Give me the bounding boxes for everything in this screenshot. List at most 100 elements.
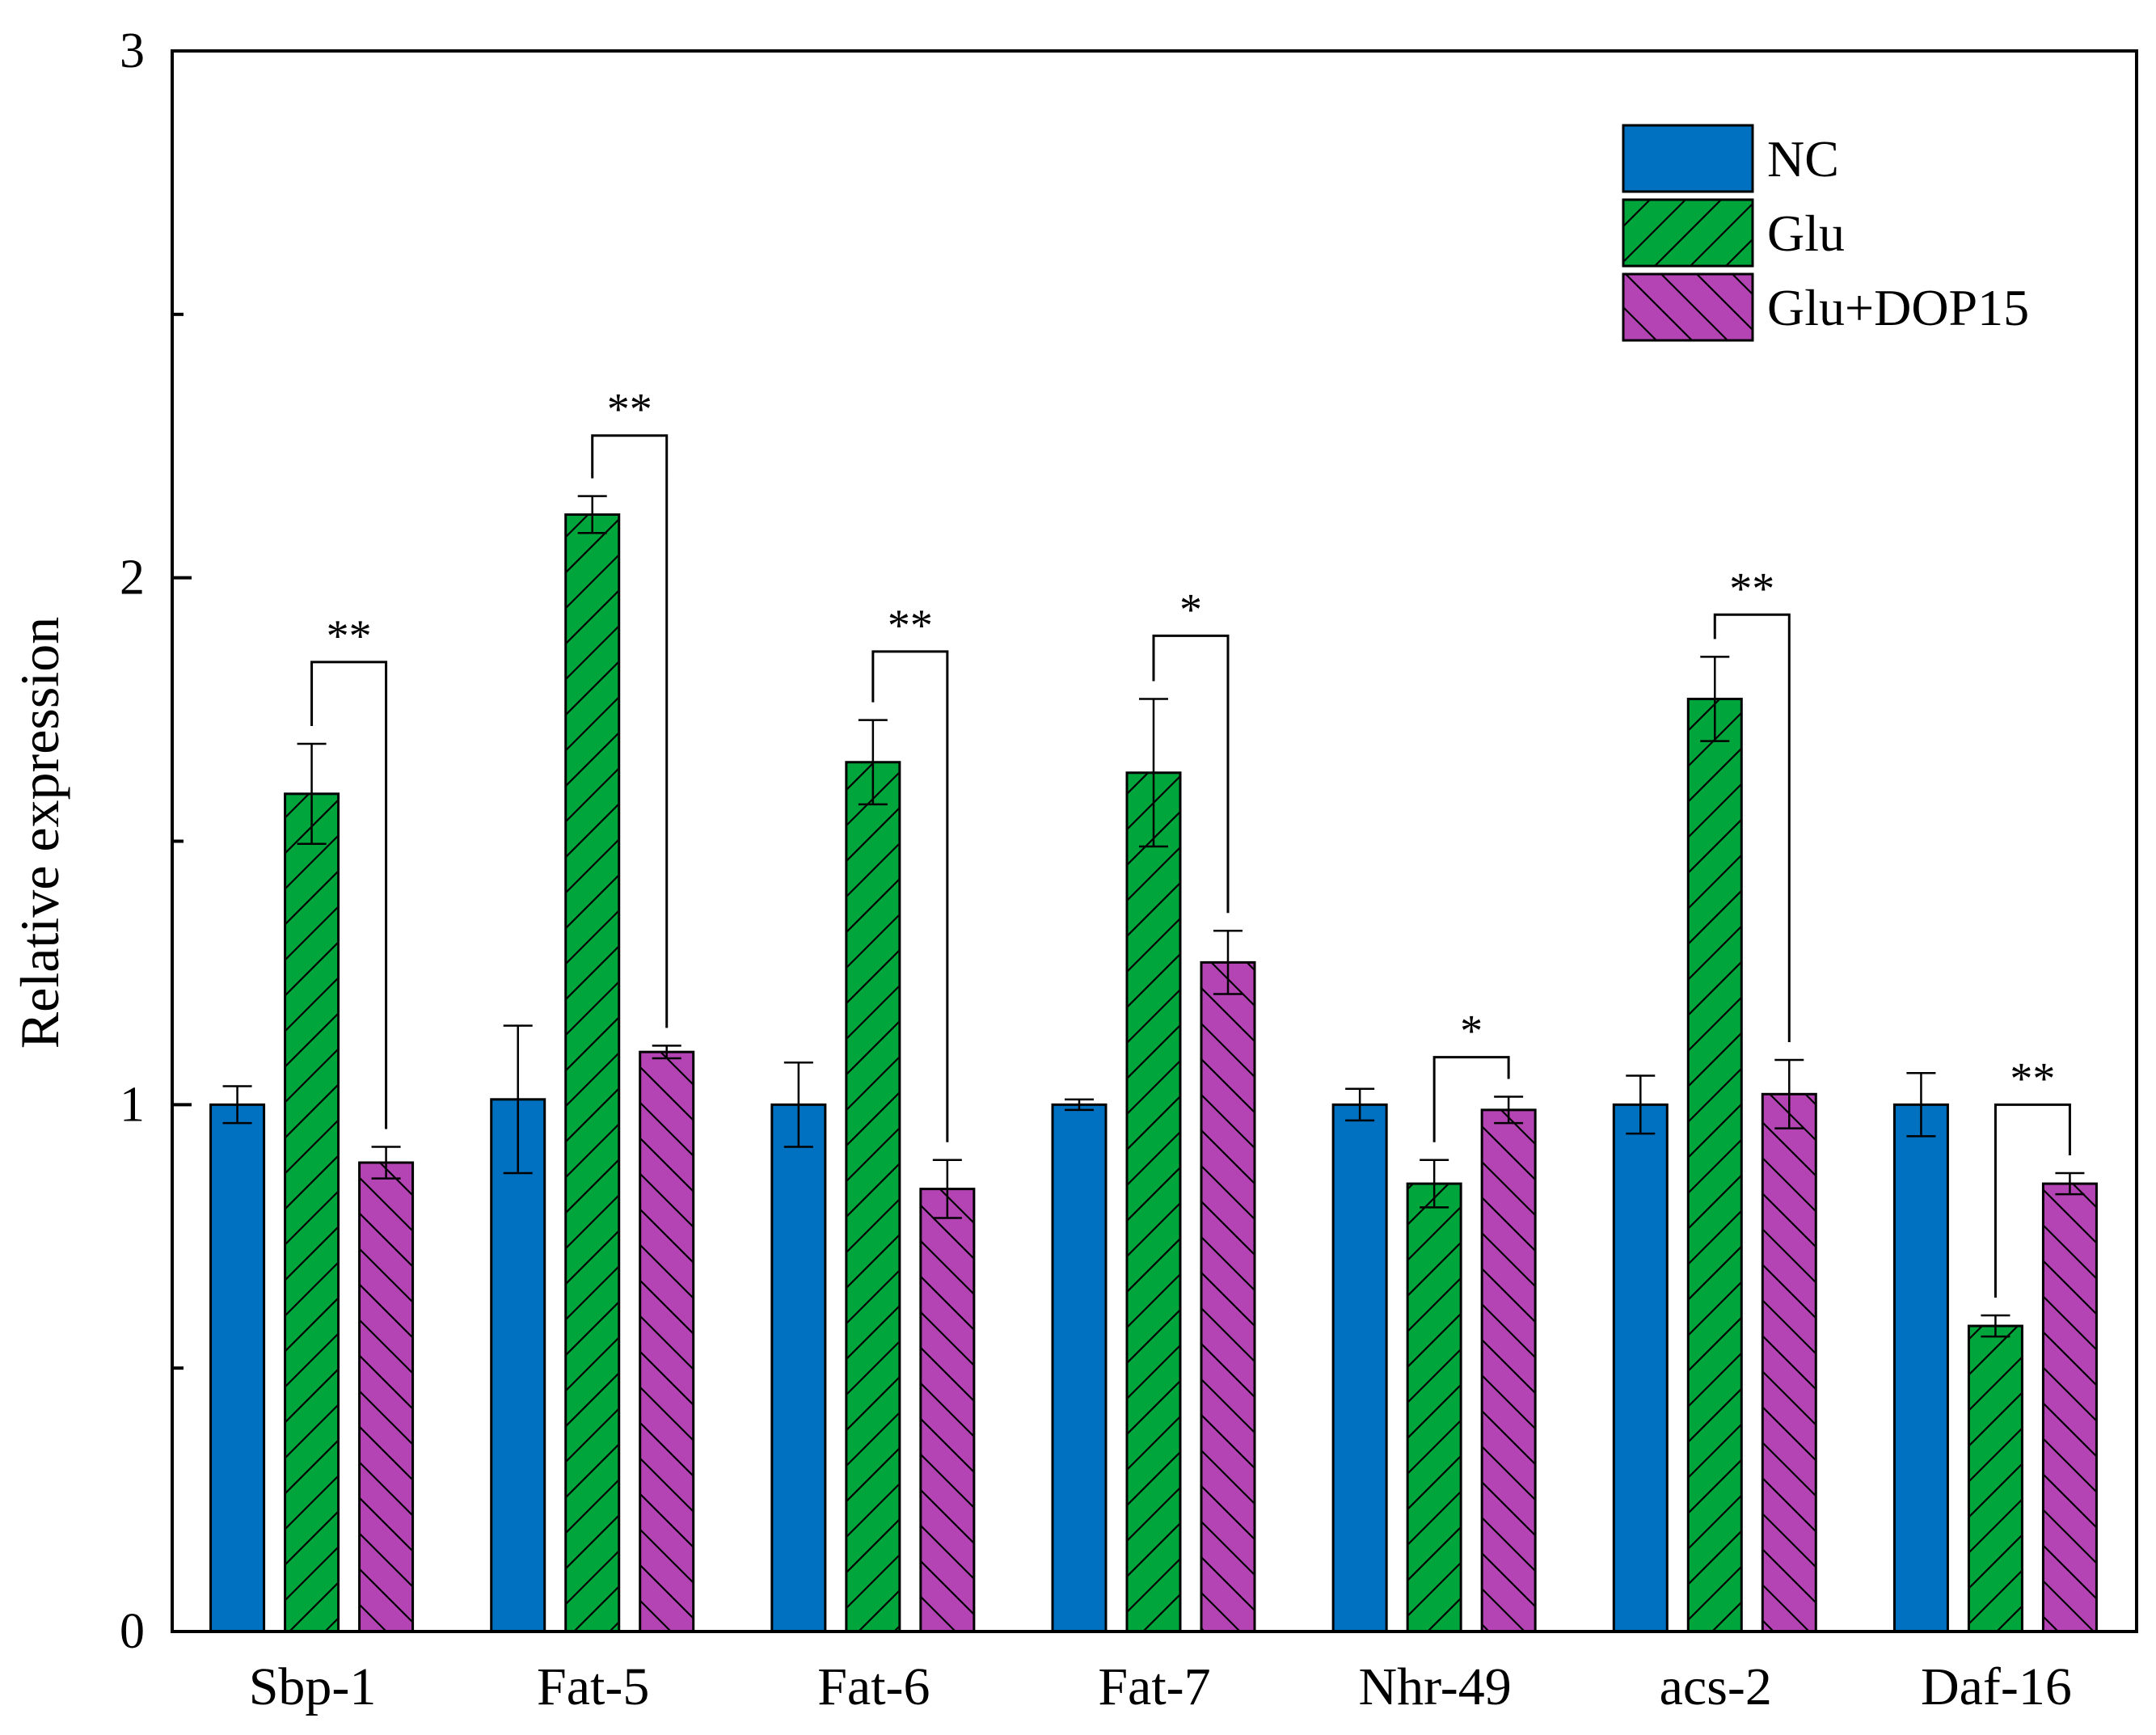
- bar-acs-2-glu-dop15-hatch: [1762, 1094, 1816, 1632]
- y-tick-label-0: 0: [120, 1604, 145, 1659]
- bar-sbp-1-nc-fill: [210, 1104, 264, 1632]
- significance-label: **: [2010, 1053, 2055, 1104]
- significance-bracket-line: [1713, 613, 1791, 1042]
- legend-label: Glu+DOP15: [1767, 279, 2029, 336]
- bar-fat-7-glu-dop15: [1200, 960, 1256, 1633]
- bar-fat-7-nc-fill: [1053, 1104, 1106, 1632]
- error-bar-nhr-49-nc: [1345, 1087, 1375, 1122]
- error-bar-nhr-49-glu-dop15: [1494, 1095, 1524, 1125]
- bar-acs-2-glu: [1686, 698, 1743, 1633]
- significance-bracket-daf-16: **: [1994, 1053, 2071, 1298]
- significance-label: **: [1729, 564, 1774, 614]
- legend-label: NC: [1767, 130, 1839, 188]
- bar-fat-6-nc: [770, 1103, 827, 1633]
- error-bar-acs-2-nc: [1626, 1074, 1656, 1135]
- legend-item-glu: Glu: [1622, 198, 1845, 268]
- bar-fat-7-glu-dop15-hatch: [1201, 962, 1255, 1632]
- error-bar-fat-5-glu: [577, 495, 607, 534]
- bar-fat-6-glu-hatch: [846, 762, 900, 1632]
- error-bar-daf-16-glu: [1981, 1314, 2010, 1338]
- significance-bracket-fat-6: **: [871, 601, 949, 1142]
- bar-fat-5-glu-hatch: [565, 514, 619, 1632]
- error-bar-sbp-1-nc: [222, 1085, 252, 1125]
- error-bar-daf-16-glu-dop15: [2055, 1171, 2085, 1196]
- bar-daf-16-glu-dop15-hatch: [2043, 1184, 2097, 1632]
- bar-fat-6-glu: [845, 761, 901, 1633]
- x-tick-label-acs-2: acs-2: [1660, 1657, 1772, 1716]
- bars-layer: [209, 513, 2098, 1633]
- bar-daf-16-glu-hatch: [1968, 1326, 2023, 1632]
- significance-bracket-line: [1994, 1103, 2071, 1298]
- error-bar-acs-2-glu-dop15: [1774, 1058, 1804, 1129]
- significance-label: **: [327, 611, 372, 661]
- significance-bracket-line: [1152, 634, 1230, 914]
- bar-fat-7-glu-hatch: [1127, 772, 1180, 1632]
- significance-label: **: [607, 385, 652, 435]
- legend: NC Glu Glu+DOP15: [1622, 124, 2029, 342]
- significance-bracket-line: [871, 650, 949, 1142]
- bar-fat-7-glu: [1125, 771, 1182, 1633]
- significance-bracket-fat-7: *: [1152, 585, 1230, 914]
- bar-fat-5-nc-fill: [491, 1099, 545, 1632]
- significance-bracket-line: [591, 434, 669, 1028]
- bar-daf-16-glu-dop15: [2041, 1182, 2098, 1633]
- error-bar-fat-6-nc: [783, 1061, 813, 1148]
- bar-fat-5-glu-dop15: [639, 1050, 695, 1633]
- y-axis-title: Relative expression: [9, 617, 70, 1049]
- bar-sbp-1-glu-hatch: [285, 793, 339, 1632]
- axes-layer: Sbp-1 Fat-5 Fat-6 Fat-7 Nhr-49 acs-2 Daf-16 0 1 2…: [120, 23, 2138, 1716]
- bar-fat-6-glu-dop15-hatch: [920, 1188, 974, 1632]
- bar-nhr-49-glu-hatch: [1407, 1184, 1462, 1632]
- legend-swatch-hatch: [1623, 200, 1753, 266]
- legend-swatch-hatch: [1623, 274, 1753, 340]
- bar-nhr-49-glu: [1406, 1182, 1462, 1633]
- significance-label: *: [1460, 1007, 1483, 1057]
- significance-layer: ****** ******: [310, 385, 2071, 1298]
- x-tick-label-fat-5: Fat-5: [537, 1657, 649, 1716]
- x-tick-label-fat-7: Fat-7: [1098, 1657, 1210, 1716]
- error-bar-fat-7-glu: [1139, 698, 1168, 848]
- bar-nhr-49-nc: [1331, 1103, 1388, 1633]
- bar-fat-7-nc: [1051, 1103, 1108, 1633]
- legend-item-glu-dop15: Glu+DOP15: [1622, 272, 2029, 342]
- bar-fat-6-glu-dop15: [919, 1188, 976, 1633]
- bar-acs-2-glu-dop15: [1761, 1092, 1817, 1633]
- bar-acs-2-nc-fill: [1614, 1104, 1668, 1632]
- bar-fat-5-glu: [564, 513, 621, 1633]
- error-bar-sbp-1-glu: [297, 742, 327, 846]
- x-tick-label-sbp-1: Sbp-1: [249, 1657, 377, 1716]
- bar-sbp-1-glu-dop15-hatch: [359, 1163, 413, 1632]
- error-bar-fat-5-glu-dop15: [652, 1045, 681, 1060]
- bar-sbp-1-glu: [284, 792, 340, 1633]
- bar-acs-2-glu-hatch: [1688, 699, 1742, 1632]
- bar-fat-5-glu-dop15-hatch: [639, 1052, 694, 1632]
- bar-nhr-49-glu-dop15: [1480, 1108, 1537, 1633]
- x-tick-label-fat-6: Fat-6: [817, 1657, 930, 1716]
- error-bar-fat-5-nc: [503, 1024, 533, 1175]
- error-bar-fat-6-glu: [858, 719, 888, 806]
- bar-acs-2-nc: [1612, 1103, 1669, 1633]
- bar-sbp-1-nc: [209, 1103, 266, 1633]
- legend-swatch-fill: [1623, 125, 1753, 192]
- legend-label: Glu: [1767, 205, 1845, 262]
- error-bar-acs-2-glu: [1700, 656, 1730, 742]
- legend-swatch-outline: [1622, 124, 1754, 193]
- significance-bracket-line: [310, 661, 388, 1129]
- significance-label: *: [1179, 585, 1202, 635]
- error-bars-layer: [222, 495, 2085, 1338]
- bar-fat-5-nc: [490, 1098, 546, 1633]
- bar-nhr-49-nc-fill: [1333, 1104, 1387, 1632]
- error-bar-sbp-1-glu-dop15: [371, 1146, 401, 1180]
- x-tick-label-nhr-49: Nhr-49: [1358, 1657, 1511, 1716]
- error-bar-daf-16-nc: [1906, 1071, 1936, 1138]
- legend-swatch-outline: [1622, 198, 1754, 268]
- bar-daf-16-nc: [1892, 1103, 1949, 1633]
- bar-fat-6-nc-fill: [771, 1104, 825, 1632]
- significance-label: **: [888, 601, 933, 651]
- error-bar-nhr-49-glu: [1420, 1159, 1449, 1209]
- error-bar-fat-7-glu-dop15: [1213, 930, 1243, 995]
- legend-swatch-outline: [1622, 272, 1754, 342]
- bar-sbp-1-glu-dop15: [358, 1161, 415, 1633]
- y-tick-label-2: 2: [120, 551, 145, 606]
